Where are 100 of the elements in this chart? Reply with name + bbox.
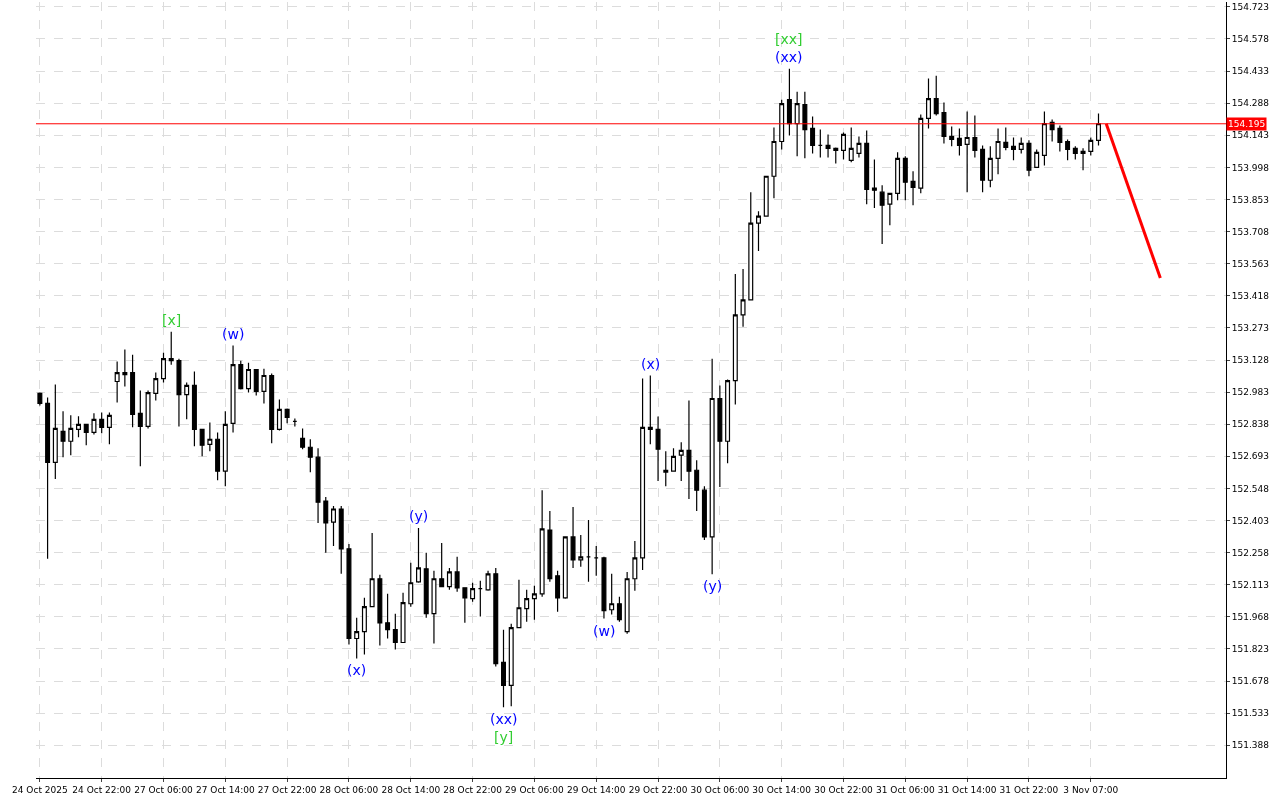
candlestick: [910, 170, 916, 206]
candlestick: [570, 506, 576, 569]
candlestick: [508, 623, 514, 707]
candlestick: [493, 567, 499, 668]
candlestick: [593, 545, 599, 577]
candlestick: [956, 127, 962, 157]
x-tick-label: 30 Oct 22:00: [814, 784, 874, 795]
candlestick: [918, 113, 924, 194]
candlestick: [416, 527, 421, 584]
candlestick: [856, 135, 862, 159]
annotation: (xx): [775, 49, 803, 65]
candlestick: [106, 411, 112, 445]
annotation: [xx]: [775, 31, 803, 47]
y-tick-label: 152.838: [1231, 419, 1270, 430]
x-tick-label: 31 Oct 14:00: [937, 784, 997, 795]
candlestick: [671, 447, 676, 472]
annotation: (x): [641, 356, 661, 372]
x-tick-label: 30 Oct 06:00: [690, 784, 750, 795]
candlestick: [926, 78, 931, 130]
candlestick: [701, 485, 707, 541]
x-tick-label: 29 Oct 14:00: [566, 784, 626, 795]
candlestick: [377, 574, 383, 647]
candlestick: [516, 579, 522, 629]
y-tick-label: 151.533: [1231, 708, 1270, 719]
candlestick: [655, 415, 661, 482]
annotation: (y): [409, 508, 429, 524]
candlestick: [130, 354, 136, 428]
candlestick: [269, 372, 275, 444]
annotation: (w): [593, 623, 616, 639]
candlestick: [501, 629, 506, 708]
y-tick-label: 153.273: [1231, 323, 1270, 334]
x-tick-label: 28 Oct 06:00: [319, 784, 379, 795]
candlestick: [246, 362, 251, 394]
candlestick: [933, 75, 939, 117]
candlestick: [562, 536, 568, 600]
x-tick-label: 30 Oct 14:00: [752, 784, 812, 795]
candlestick: [578, 534, 584, 568]
candlestick: [238, 360, 244, 391]
candlestick: [1049, 118, 1055, 143]
candlestick: [52, 383, 58, 480]
candlestick: [168, 331, 174, 366]
candlestick: [83, 423, 89, 446]
candlestick: [307, 438, 313, 473]
candlestick: [369, 532, 375, 608]
candlestick: [547, 510, 553, 583]
candlestick: [392, 613, 398, 651]
y-tick-label: 154.143: [1231, 130, 1270, 141]
candlestick: [485, 570, 491, 592]
candlestick: [902, 155, 908, 201]
candlestick: [1041, 110, 1047, 166]
candlestick: [887, 192, 893, 226]
candlestick: [122, 348, 128, 388]
y-tick-label: 153.128: [1231, 355, 1270, 366]
candlestick: [871, 158, 877, 209]
candlestick: [261, 368, 267, 404]
y-tick-label: 153.708: [1231, 226, 1270, 237]
x-tick-label: 24 Oct 22:00: [72, 784, 132, 795]
candlestick: [477, 580, 483, 618]
candlestick: [300, 427, 306, 450]
candlestick: [454, 556, 460, 593]
y-tick-label: 152.403: [1231, 515, 1270, 526]
x-tick-label: 3 Nov 07:00: [1063, 784, 1119, 795]
candlestick: [833, 146, 839, 164]
candlestick: [817, 128, 823, 159]
y-tick-label: 151.388: [1231, 740, 1270, 751]
candlestick: [446, 567, 452, 591]
annotation: (y): [703, 578, 723, 594]
candlestick: [1065, 138, 1071, 161]
candlestick: [771, 126, 777, 199]
candlestick: [184, 381, 190, 420]
annotation: (w): [222, 326, 245, 342]
candlestick: [995, 127, 1001, 175]
candlestick: [779, 99, 785, 151]
candlestick: [686, 399, 692, 500]
candlestick: [732, 273, 738, 406]
y-tick-label: 154.723: [1231, 2, 1270, 13]
candlestick: [161, 352, 166, 384]
x-tick-label: 28 Oct 22:00: [443, 784, 503, 795]
candlestick: [199, 428, 205, 457]
candlestick: [323, 496, 329, 554]
candlestick: [439, 542, 445, 588]
candlestick: [740, 268, 746, 328]
x-tick-label: 27 Oct 22:00: [257, 784, 317, 795]
candlestick: [555, 570, 561, 613]
candlestick: [292, 417, 298, 428]
candlestick: [825, 133, 831, 159]
candlestick: [423, 552, 429, 619]
candlestick: [45, 396, 51, 560]
candlestick: [276, 398, 282, 432]
candlestick: [191, 370, 197, 447]
y-tick-label: 152.548: [1231, 483, 1270, 494]
y-tick-label: 151.678: [1231, 676, 1270, 687]
candlestick: [709, 358, 715, 575]
candlestick: [1088, 136, 1094, 157]
y-tick-label: 154.578: [1231, 34, 1270, 45]
candlestick: [1080, 147, 1086, 171]
y-tick-label: 152.113: [1231, 579, 1270, 590]
candlestick: [153, 372, 159, 402]
candlestick: [137, 389, 143, 467]
x-tick-label: 31 Oct 06:00: [875, 784, 935, 795]
